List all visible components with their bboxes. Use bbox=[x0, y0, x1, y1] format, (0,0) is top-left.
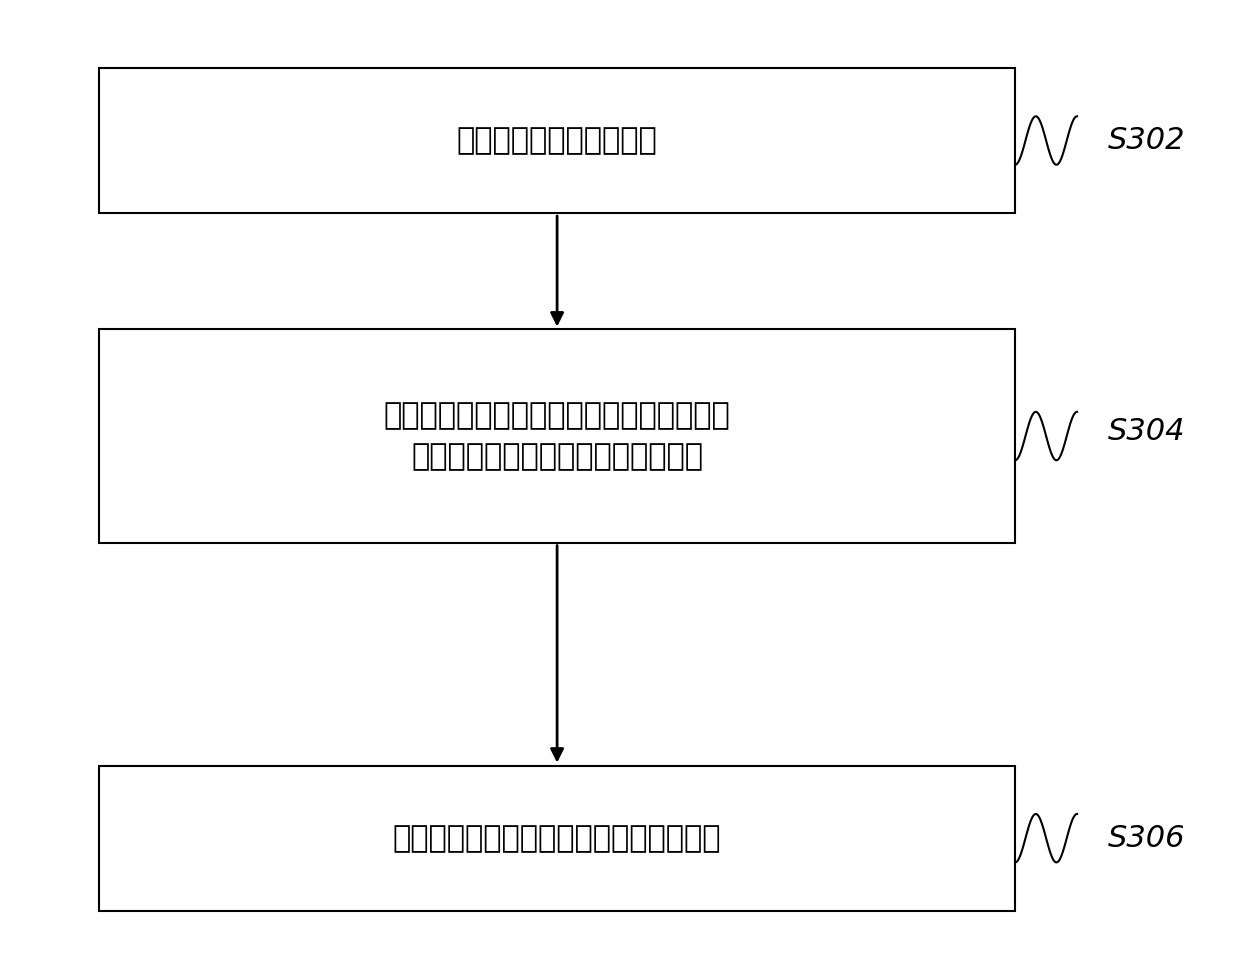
Text: 控制空调设备依据展示方式展示运行状态: 控制空调设备依据展示方式展示运行状态 bbox=[392, 824, 722, 853]
Text: S304: S304 bbox=[1108, 417, 1186, 446]
Text: 确定与运行状态对应的展示方式，其中，展
示方式用于反映空调设备的运行状态: 确定与运行状态对应的展示方式，其中，展 示方式用于反映空调设备的运行状态 bbox=[384, 401, 730, 471]
FancyBboxPatch shape bbox=[99, 68, 1015, 213]
FancyBboxPatch shape bbox=[99, 329, 1015, 543]
Text: 获取空调设备的运行状态: 获取空调设备的运行状态 bbox=[457, 126, 657, 155]
Text: S302: S302 bbox=[1108, 126, 1186, 155]
Text: S306: S306 bbox=[1108, 824, 1186, 853]
FancyBboxPatch shape bbox=[99, 766, 1015, 911]
